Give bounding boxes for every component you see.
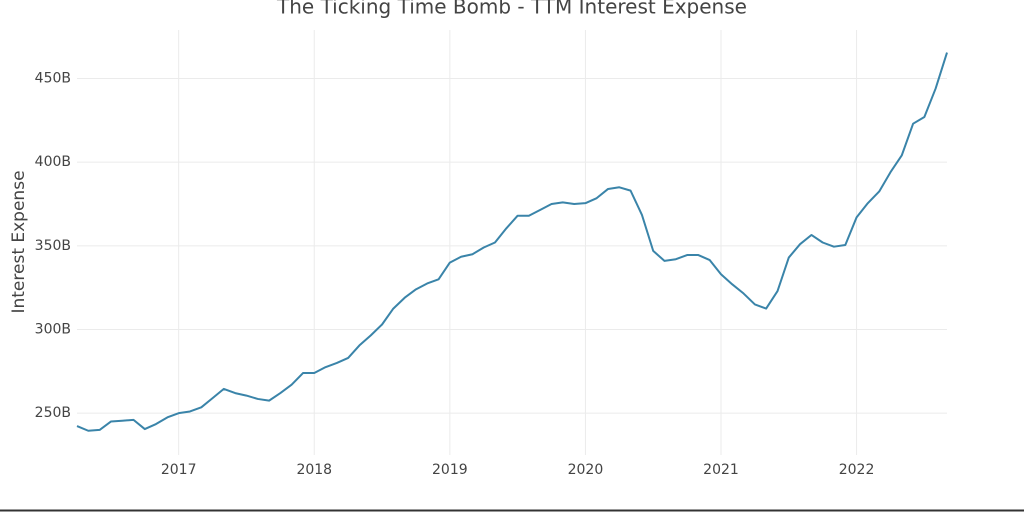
line-series xyxy=(76,52,948,432)
y-tick-label: 250B xyxy=(35,405,71,421)
x-tick-label: 2022 xyxy=(839,462,875,478)
y-tick-label: 450B xyxy=(35,71,71,87)
chart-title: The Ticking Time Bomb - TTM Interest Exp… xyxy=(276,0,747,19)
y-axis-label: Interest Expense xyxy=(9,170,29,313)
y-tick-label: 400B xyxy=(35,154,71,170)
x-tick-label: 2019 xyxy=(432,462,468,478)
x-tick-label: 2020 xyxy=(568,462,604,478)
x-tick-label: 2018 xyxy=(296,462,332,478)
y-tick-label: 300B xyxy=(35,322,71,338)
x-tick-label: 2021 xyxy=(703,462,739,478)
y-tick-label: 350B xyxy=(35,238,71,254)
x-tick-label: 2017 xyxy=(161,462,197,478)
